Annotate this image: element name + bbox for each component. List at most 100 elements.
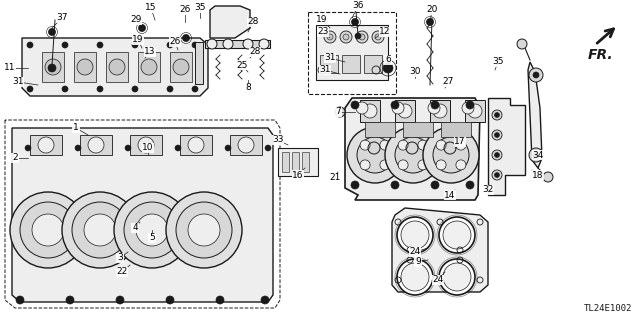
Text: 9: 9 (415, 257, 421, 266)
Circle shape (20, 202, 76, 258)
Text: 19: 19 (132, 35, 144, 44)
Circle shape (225, 145, 231, 151)
Bar (465, 100, 485, 122)
Text: 23: 23 (317, 27, 329, 36)
Circle shape (443, 263, 471, 291)
Circle shape (401, 221, 429, 249)
Circle shape (372, 31, 384, 43)
Bar (42, 52, 64, 82)
Text: 31: 31 (12, 78, 24, 86)
Circle shape (426, 19, 433, 26)
Bar (403, 122, 433, 137)
Text: 27: 27 (442, 78, 454, 86)
Circle shape (223, 39, 233, 49)
Circle shape (188, 214, 220, 246)
Circle shape (327, 34, 333, 40)
Text: 24: 24 (433, 276, 444, 285)
Text: 2: 2 (12, 153, 18, 162)
Bar (320, 55, 338, 73)
Text: 24: 24 (410, 248, 420, 256)
Circle shape (398, 104, 412, 118)
Text: 5: 5 (149, 234, 155, 242)
Text: 28: 28 (250, 48, 260, 56)
Text: 8: 8 (245, 84, 251, 93)
Text: 12: 12 (380, 27, 390, 36)
Circle shape (167, 42, 173, 48)
Circle shape (439, 259, 475, 295)
Bar (395, 100, 415, 122)
Circle shape (335, 107, 345, 117)
Circle shape (207, 39, 217, 49)
Text: 31: 31 (324, 54, 336, 63)
Circle shape (391, 101, 399, 109)
Bar (205, 40, 270, 48)
Circle shape (356, 102, 368, 114)
Circle shape (166, 296, 174, 304)
Text: 10: 10 (142, 144, 154, 152)
Circle shape (443, 221, 471, 249)
Bar (30, 135, 62, 155)
Circle shape (351, 19, 358, 26)
Bar (365, 122, 395, 137)
Text: 6: 6 (385, 56, 391, 64)
Text: 19: 19 (316, 16, 328, 25)
Bar (441, 122, 471, 137)
Bar (430, 100, 450, 122)
Circle shape (543, 172, 553, 182)
Bar (364, 55, 382, 73)
Circle shape (97, 86, 103, 92)
Circle shape (182, 34, 189, 41)
Circle shape (48, 64, 56, 72)
Circle shape (45, 59, 61, 75)
Circle shape (176, 202, 232, 258)
Circle shape (468, 104, 482, 118)
Circle shape (114, 192, 190, 268)
Circle shape (138, 137, 154, 153)
Circle shape (109, 59, 125, 75)
Bar (302, 152, 309, 172)
Text: 36: 36 (352, 2, 364, 11)
Circle shape (401, 263, 429, 291)
Text: TL24E1002: TL24E1002 (584, 304, 632, 313)
Circle shape (495, 152, 499, 158)
Circle shape (192, 86, 198, 92)
Text: FR.: FR. (588, 48, 614, 62)
Circle shape (533, 72, 539, 78)
Bar (138, 52, 160, 82)
Circle shape (124, 202, 180, 258)
Circle shape (355, 33, 361, 39)
Text: 15: 15 (145, 4, 157, 12)
Circle shape (431, 101, 439, 109)
Bar (230, 135, 262, 155)
Text: 11: 11 (4, 63, 16, 72)
Circle shape (433, 137, 469, 173)
Circle shape (397, 259, 433, 295)
Circle shape (360, 140, 370, 150)
Bar (308, 12, 396, 94)
Circle shape (423, 127, 479, 183)
Bar (130, 135, 162, 155)
Circle shape (456, 140, 466, 150)
Circle shape (391, 181, 399, 189)
Text: 26: 26 (179, 5, 191, 14)
Circle shape (533, 152, 539, 158)
Bar (278, 148, 318, 176)
Polygon shape (528, 62, 542, 168)
Circle shape (32, 214, 64, 246)
Circle shape (495, 132, 499, 137)
Bar (195, 42, 203, 84)
Circle shape (398, 160, 408, 170)
Bar (80, 135, 112, 155)
Circle shape (25, 145, 31, 151)
Circle shape (517, 39, 527, 49)
Text: 33: 33 (272, 136, 284, 145)
Text: 29: 29 (131, 16, 141, 25)
Polygon shape (22, 38, 208, 96)
Text: 35: 35 (492, 57, 504, 66)
Circle shape (492, 130, 502, 140)
Bar (180, 135, 212, 155)
Circle shape (380, 160, 390, 170)
Polygon shape (488, 98, 525, 195)
Circle shape (398, 140, 408, 150)
Circle shape (357, 137, 393, 173)
